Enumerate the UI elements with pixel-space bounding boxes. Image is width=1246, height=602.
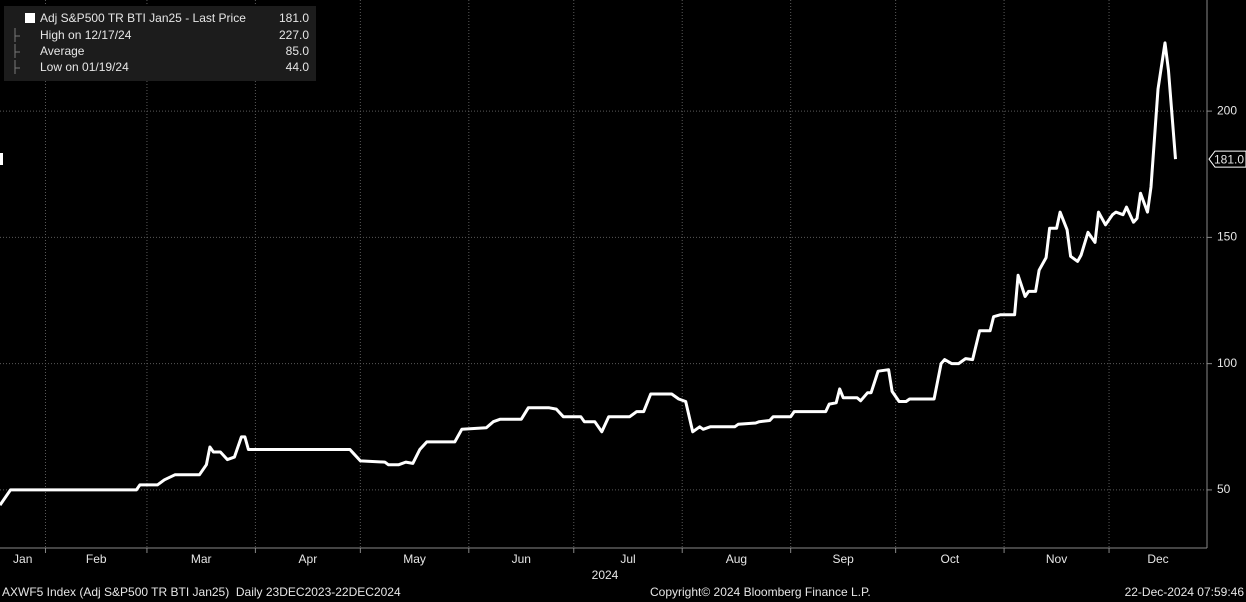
legend-swatch (25, 13, 35, 23)
year-label: 2024 (592, 568, 619, 582)
edge-marker (0, 153, 3, 165)
x-tick-label: Sep (832, 552, 854, 566)
legend-last-price: 181.0 (279, 11, 309, 25)
legend-stat-value: 85.0 (286, 44, 310, 58)
x-tick-label: Nov (1046, 552, 1067, 566)
x-tick-label: May (403, 552, 426, 566)
footer-right: 22-Dec-2024 07:59:46 (1125, 585, 1245, 599)
x-tick-label: Aug (726, 552, 747, 566)
legend-stat-label: High on 12/17/24 (40, 28, 132, 42)
x-tick-label: Oct (941, 552, 960, 566)
footer-center: Copyright© 2024 Bloomberg Finance L.P. (650, 585, 871, 599)
grid-layer (0, 0, 1212, 553)
legend-series-name: Adj S&P500 TR BTI Jan25 - Last Price (40, 11, 246, 25)
last-price-label: 181.0 (1214, 152, 1244, 166)
legend-stat-value: 227.0 (279, 28, 309, 42)
last-price-tag (1208, 150, 1246, 168)
y-tick-label: 50 (1217, 482, 1231, 496)
x-tick-label: Jul (620, 552, 635, 566)
y-tick-label: 200 (1217, 103, 1237, 117)
x-tick-label: Jan (13, 552, 32, 566)
x-tick-label: Jun (512, 552, 531, 566)
x-tick-label: Feb (86, 552, 107, 566)
price-line (0, 41, 1177, 506)
footer-left: AXWF5 Index (Adj S&P500 TR BTI Jan25) Da… (2, 585, 401, 599)
y-tick-label: 100 (1217, 356, 1237, 370)
legend-stat-label: Average (40, 44, 85, 58)
legend-stat-value: 44.0 (286, 60, 310, 74)
y-tick-label: 150 (1217, 230, 1237, 244)
legend-box (4, 6, 316, 81)
x-tick-label: Mar (191, 552, 212, 566)
legend-stat-label: Low on 01/19/24 (40, 60, 129, 74)
marks-layer (0, 41, 1177, 506)
x-tick-label: Apr (299, 552, 318, 566)
x-tick-label: Dec (1147, 552, 1168, 566)
